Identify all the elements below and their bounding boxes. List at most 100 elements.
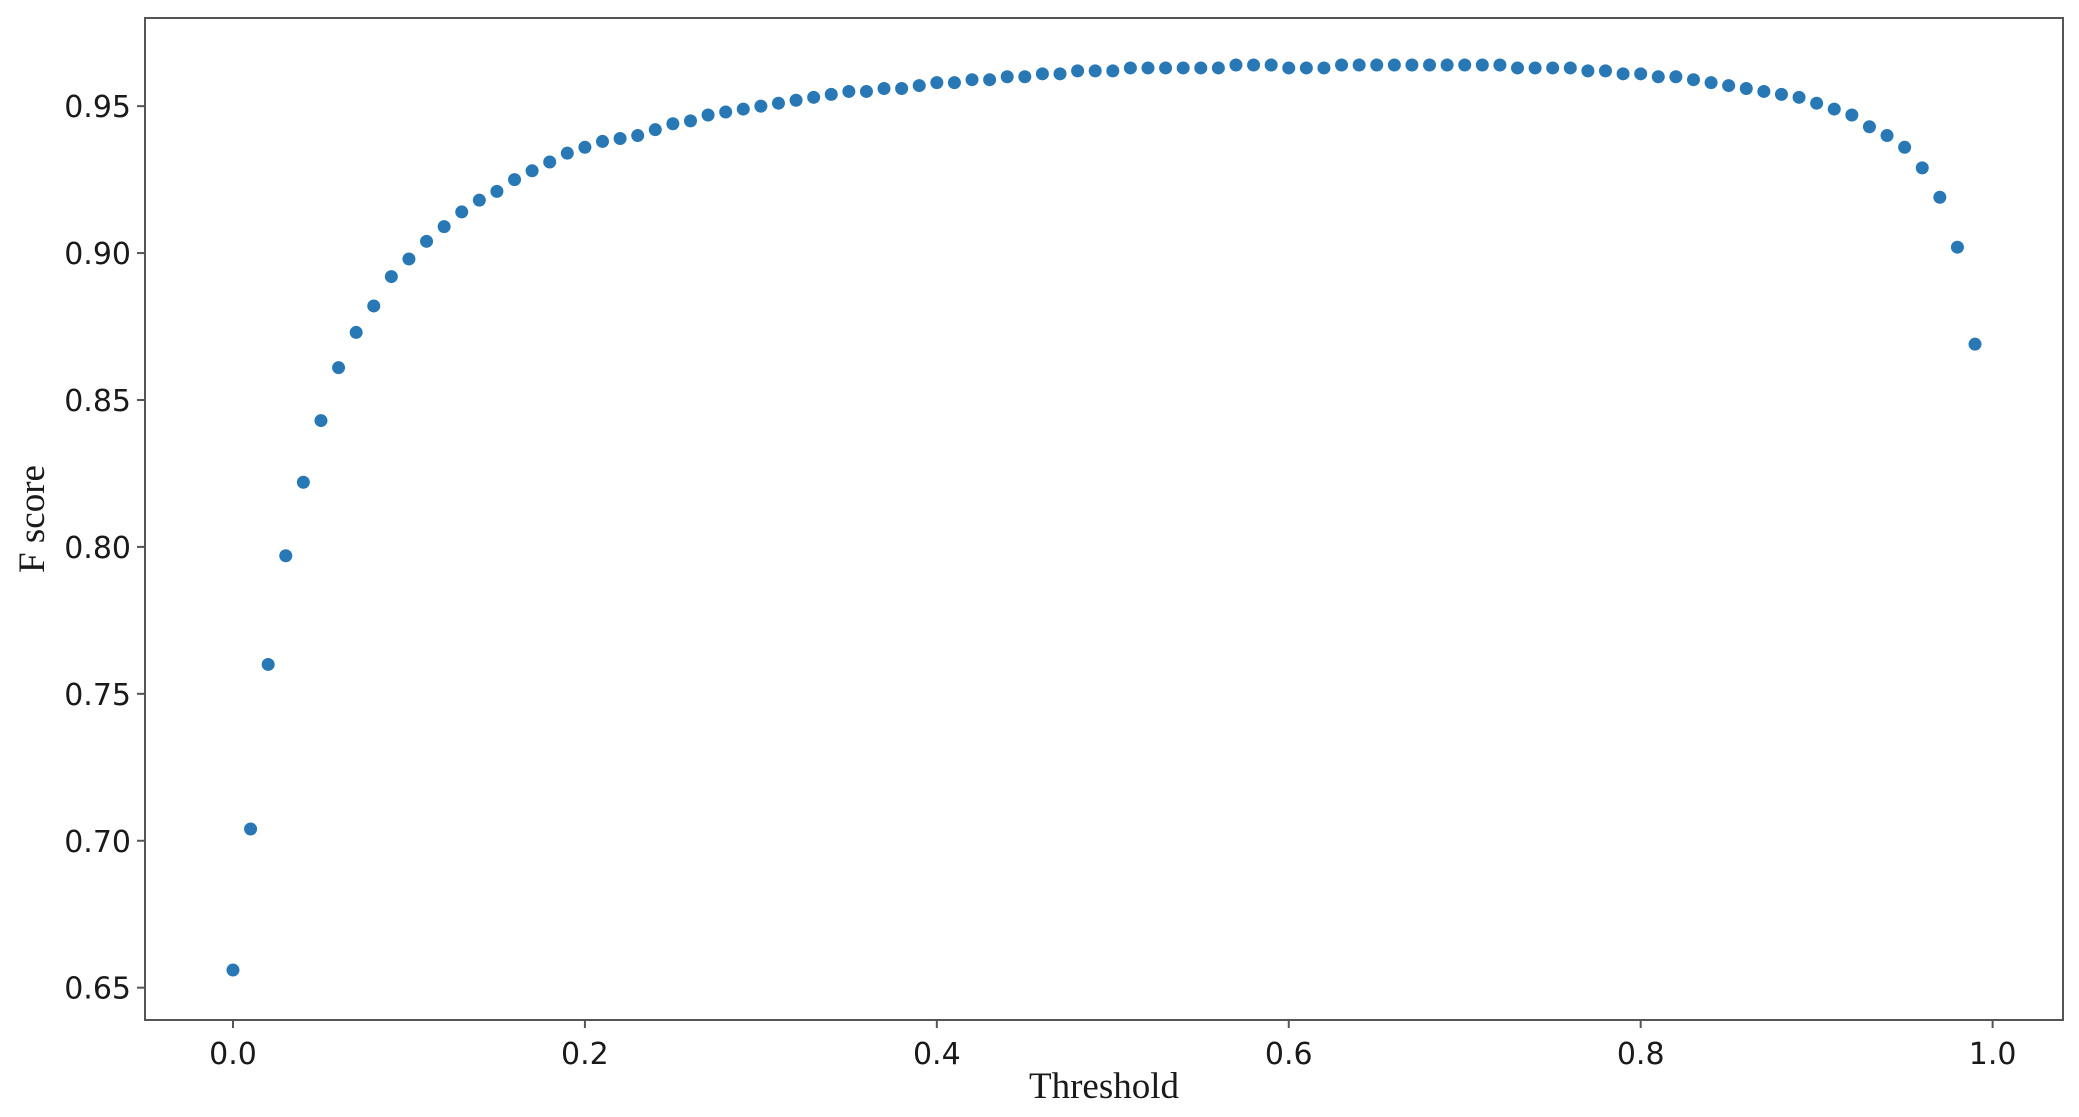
data-point (719, 105, 733, 119)
data-point (683, 114, 697, 128)
data-point (384, 270, 398, 284)
x-tick-label: 0.6 (1265, 1037, 1313, 1072)
data-point (1651, 70, 1665, 84)
data-point (1898, 140, 1912, 154)
data-point (596, 134, 610, 148)
data-point (1264, 58, 1278, 72)
data-point (490, 184, 504, 198)
data-point (754, 99, 768, 113)
data-point (1211, 61, 1225, 75)
x-axis-title: Threshold (1029, 1066, 1180, 1107)
y-tick-label: 0.75 (64, 678, 131, 713)
data-point (1159, 61, 1173, 75)
data-point (736, 102, 750, 116)
y-tick-label: 0.95 (64, 90, 131, 125)
data-point (1792, 90, 1806, 104)
data-point (1106, 64, 1120, 78)
data-point (420, 234, 434, 248)
data-point (947, 76, 961, 90)
data-point (1405, 58, 1419, 72)
data-point (1176, 61, 1190, 75)
data-point (349, 325, 363, 339)
data-point (1810, 96, 1824, 110)
data-point (824, 87, 838, 101)
data-point (402, 252, 416, 266)
x-tick-label: 0.0 (209, 1037, 257, 1072)
data-point (1968, 337, 1982, 351)
data-point (895, 82, 909, 96)
data-point (807, 90, 821, 104)
data-point (455, 205, 469, 219)
data-point (1317, 61, 1331, 75)
data-point (701, 108, 715, 122)
y-tick-label: 0.85 (64, 384, 131, 419)
data-point (1686, 73, 1700, 87)
data-point (226, 963, 240, 977)
data-point (1669, 70, 1683, 84)
data-point (244, 822, 258, 836)
data-point (1423, 58, 1437, 72)
data-points (226, 58, 1982, 977)
data-point (877, 82, 891, 96)
data-point (1634, 67, 1648, 81)
data-point (1123, 61, 1137, 75)
data-point (1493, 58, 1507, 72)
data-point (1546, 61, 1560, 75)
data-point (1862, 120, 1876, 134)
y-axis-ticks: 0.65 0.70 0.75 0.80 0.85 0.90 0.95 (64, 90, 145, 1007)
data-point (1194, 61, 1208, 75)
data-point (367, 299, 381, 313)
data-point (1563, 61, 1577, 75)
data-point (1774, 87, 1788, 101)
data-point (1511, 61, 1525, 75)
data-point (648, 123, 662, 137)
data-point (314, 414, 328, 428)
data-point (1915, 161, 1929, 175)
data-point (578, 140, 592, 154)
data-point (1335, 58, 1349, 72)
data-point (842, 84, 856, 98)
data-point (1370, 58, 1384, 72)
data-point (1722, 79, 1736, 93)
data-point (1088, 64, 1102, 78)
data-point (1475, 58, 1489, 72)
y-tick-label: 0.70 (64, 825, 131, 860)
y-tick-label: 0.90 (64, 237, 131, 272)
data-point (1827, 102, 1841, 116)
data-point (983, 73, 997, 87)
data-point (912, 79, 926, 93)
data-point (508, 173, 522, 187)
data-point (1387, 58, 1401, 72)
y-tick-label: 0.80 (64, 531, 131, 566)
data-point (543, 155, 557, 169)
data-point (1950, 240, 1964, 254)
data-point (1299, 61, 1313, 75)
data-point (332, 361, 346, 375)
data-point (1880, 129, 1894, 143)
data-point (1458, 58, 1472, 72)
data-point (1053, 67, 1067, 81)
data-point (1845, 108, 1859, 122)
x-tick-label: 0.4 (913, 1037, 961, 1072)
x-tick-label: 0.2 (561, 1037, 609, 1072)
data-point (1247, 58, 1261, 72)
data-point (1581, 64, 1595, 78)
data-point (859, 84, 873, 98)
data-point (1000, 70, 1014, 84)
data-point (437, 220, 451, 234)
y-axis-title: F score (12, 465, 53, 573)
data-point (279, 549, 293, 563)
data-point (1282, 61, 1296, 75)
data-point (930, 76, 944, 90)
data-point (472, 193, 486, 207)
data-point (525, 164, 539, 178)
data-point (771, 96, 785, 110)
x-tick-label: 1.0 (1969, 1037, 2017, 1072)
data-point (1704, 76, 1718, 90)
x-axis-ticks: 0.0 0.2 0.4 0.6 0.8 1.0 (209, 1020, 2016, 1072)
data-point (631, 129, 645, 143)
data-point (1035, 67, 1049, 81)
data-point (789, 93, 803, 107)
